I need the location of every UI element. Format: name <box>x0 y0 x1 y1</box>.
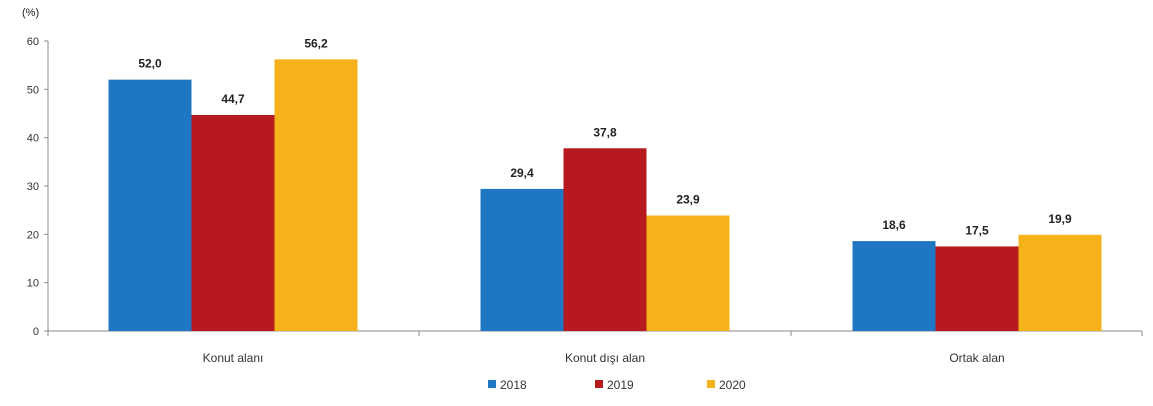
data-label: 23,9 <box>676 192 700 206</box>
y-tick-label: 60 <box>27 36 39 48</box>
data-label: 29,4 <box>510 166 534 180</box>
legend: 2018 2019 2020 <box>488 378 746 392</box>
legend-swatch-2018 <box>488 380 496 388</box>
data-label: 44,7 <box>221 92 245 106</box>
data-label: 37,8 <box>593 125 617 139</box>
data-label: 52,0 <box>138 57 162 71</box>
legend-label: 2018 <box>500 378 527 392</box>
data-label: 17,5 <box>965 223 989 237</box>
x-tick-labels: Konut alanı Konut dışı alan Ortak alan <box>203 351 1005 365</box>
y-axis-label: (%) <box>22 7 39 19</box>
bar-2018-1 <box>108 79 192 332</box>
x-tick-label: Ortak alan <box>949 351 1004 365</box>
y-tick-label: 10 <box>27 278 39 290</box>
legend-swatch-2020 <box>707 380 715 388</box>
bar-2019-3 <box>935 246 1019 331</box>
bar-2018-3 <box>852 241 936 331</box>
bar-2020-1 <box>274 59 358 331</box>
bar-2019-2 <box>563 148 647 331</box>
bar-2018-2 <box>480 188 564 331</box>
x-tick-label: Konut alanı <box>203 351 264 365</box>
bar-2020-3 <box>1018 234 1102 331</box>
data-label: 18,6 <box>882 218 906 232</box>
y-tick-label: 0 <box>33 326 39 338</box>
data-label: 19,9 <box>1048 212 1072 226</box>
legend-label: 2019 <box>607 378 634 392</box>
data-labels: 52,0 29,4 18,6 44,7 37,8 17,5 56,2 23,9 19,9 <box>138 36 1072 237</box>
data-label: 56,2 <box>304 36 328 50</box>
y-tick-label: 40 <box>27 133 39 145</box>
bars <box>108 59 1102 332</box>
bar-2020-2 <box>646 215 730 331</box>
y-tick-label: 30 <box>27 181 39 193</box>
y-tick-labels: 0 10 20 30 40 50 60 <box>27 36 39 338</box>
legend-swatch-2019 <box>595 380 603 388</box>
y-tick-label: 50 <box>27 84 39 96</box>
bar-2019-1 <box>191 114 275 331</box>
legend-label: 2020 <box>719 378 746 392</box>
x-tick-label: Konut dışı alan <box>565 351 645 365</box>
y-tick-label: 20 <box>27 229 39 241</box>
